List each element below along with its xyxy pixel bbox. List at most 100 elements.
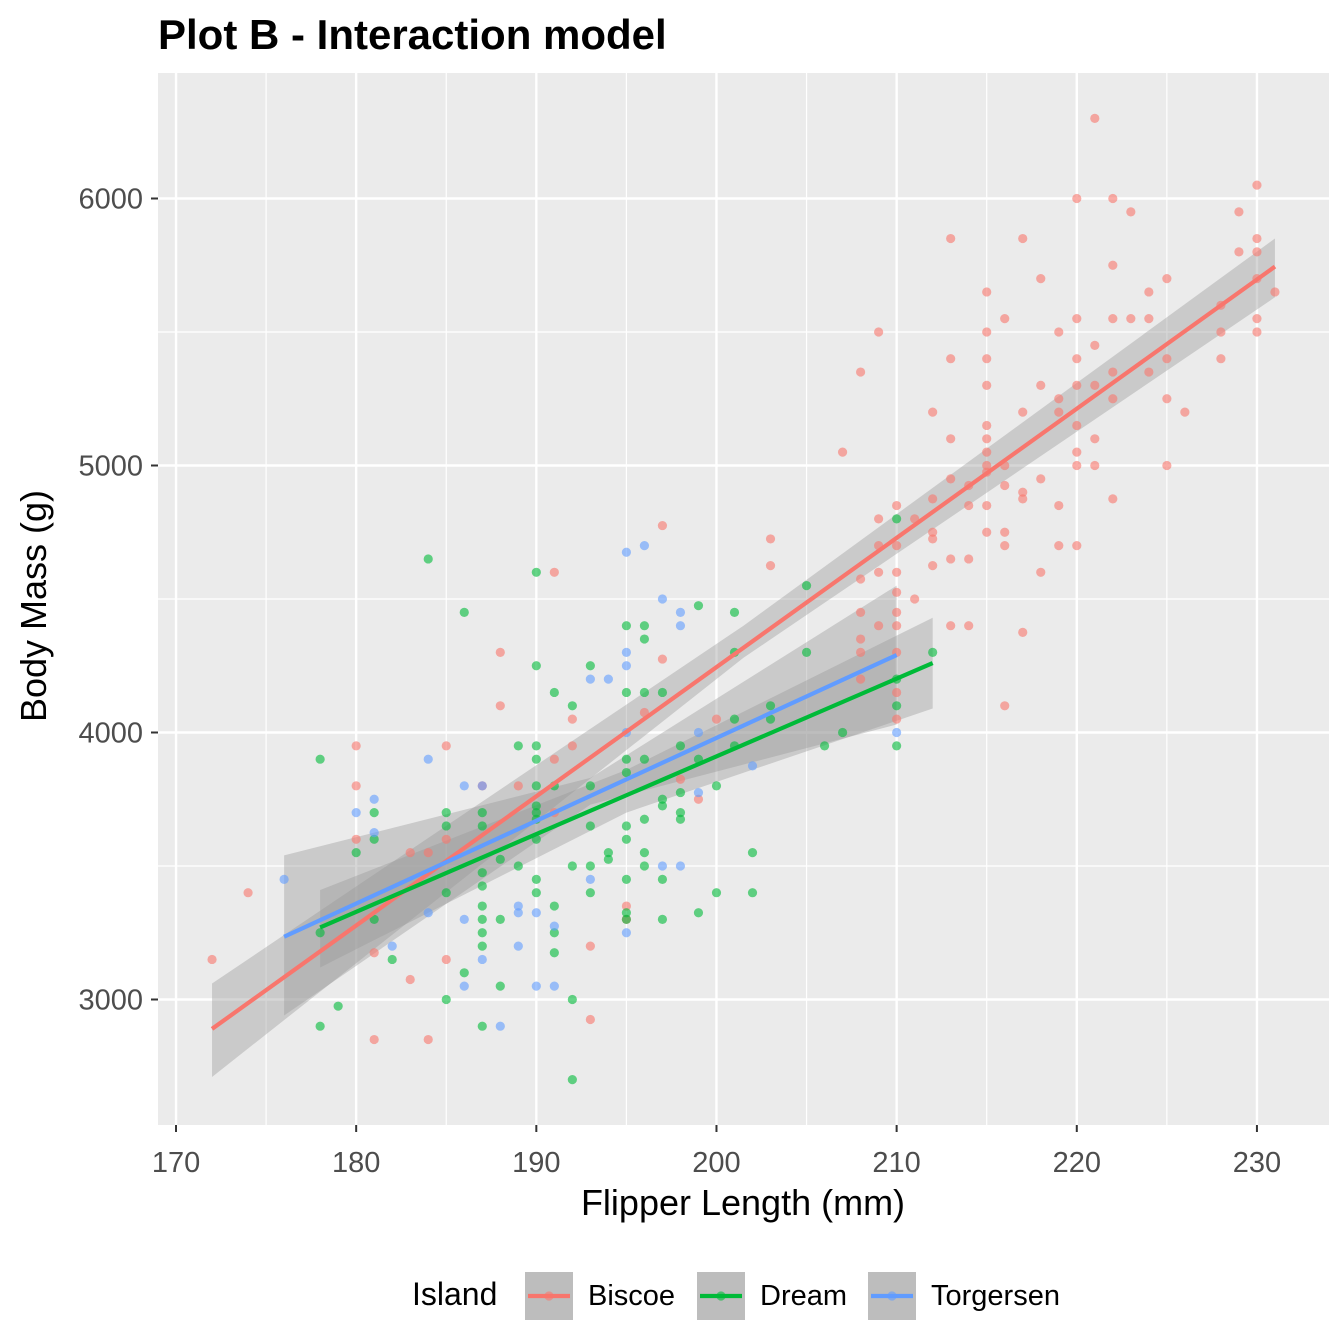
data-point-biscoe (423, 1034, 433, 1045)
data-point-dream (621, 821, 632, 831)
data-point-biscoe (1018, 627, 1028, 637)
data-point-biscoe (892, 687, 902, 698)
data-point-dream (567, 701, 577, 711)
confidence-band-dream (320, 617, 933, 968)
data-point-dream (495, 914, 505, 925)
data-point-dream (621, 874, 632, 884)
data-point-biscoe (1252, 247, 1262, 257)
x-axis: 170 180 190 200 210 220 230 (152, 1125, 1281, 1179)
data-point-dream (549, 687, 559, 698)
data-point-dream (892, 701, 902, 711)
data-point-torgersen (477, 954, 487, 965)
data-point-torgersen (531, 981, 541, 991)
data-point-biscoe (1108, 367, 1118, 377)
data-point-torgersen (387, 941, 397, 951)
data-point-biscoe (1018, 487, 1028, 497)
data-point-biscoe (1126, 314, 1136, 324)
data-point-biscoe (1252, 233, 1262, 244)
data-point-torgersen (513, 901, 523, 911)
confidence-band-torgersen (284, 585, 897, 1016)
data-point-biscoe (1108, 394, 1118, 404)
data-point-dream (441, 994, 451, 1005)
data-point-biscoe (513, 781, 523, 791)
data-point-biscoe (351, 834, 361, 844)
data-point-biscoe (1162, 394, 1172, 404)
data-point-dream (657, 874, 668, 884)
data-point-torgersen (621, 661, 632, 671)
data-point-biscoe (495, 701, 505, 711)
data-point-dream (585, 861, 595, 871)
data-point-biscoe (1234, 247, 1244, 257)
data-point-dream (333, 1001, 343, 1011)
data-point-dream (675, 787, 686, 798)
data-point-biscoe (1162, 460, 1172, 471)
data-point-torgersen (585, 674, 595, 684)
data-point-dream (639, 621, 650, 631)
chart-title: Plot B - Interaction model (158, 11, 667, 58)
data-point-biscoe (1000, 701, 1010, 711)
data-point-biscoe (1000, 540, 1010, 551)
data-point-dream (621, 914, 632, 925)
data-point-biscoe (1018, 407, 1028, 417)
data-point-torgersen (549, 981, 559, 991)
legend-point-biscoe (544, 1291, 554, 1301)
data-point-biscoe (946, 354, 956, 364)
x-tick-label: 190 (512, 1147, 560, 1179)
data-point-biscoe (1090, 380, 1100, 390)
data-point-torgersen (747, 761, 758, 771)
data-point-biscoe (1252, 180, 1262, 190)
x-tick-label: 230 (1233, 1147, 1281, 1179)
minor-gridlines (158, 73, 1329, 1125)
data-point-torgersen (693, 727, 704, 738)
data-point-torgersen (621, 928, 632, 938)
data-point-biscoe (369, 948, 379, 958)
x-tick-label: 180 (332, 1147, 380, 1179)
y-tick-label: 6000 (78, 183, 143, 215)
data-point-dream (657, 687, 668, 698)
data-point-biscoe (1072, 380, 1082, 390)
data-point-biscoe (946, 621, 956, 631)
legend: Island Biscoe Dream Torgersen (412, 1272, 1060, 1320)
data-point-biscoe (369, 1034, 379, 1045)
data-point-dream (531, 888, 541, 898)
data-point-dream (639, 754, 650, 764)
data-point-biscoe (243, 888, 253, 898)
data-point-torgersen (369, 794, 379, 804)
data-point-biscoe (1108, 193, 1118, 204)
regression-lines (210, 264, 1277, 1031)
data-point-biscoe (1144, 287, 1154, 297)
data-point-torgersen (621, 547, 632, 557)
data-point-dream (711, 781, 722, 791)
data-point-biscoe (549, 567, 559, 577)
legend-label-torgersen: Torgersen (931, 1280, 1060, 1312)
data-point-biscoe (765, 534, 776, 544)
data-point-biscoe (892, 714, 902, 724)
data-points (207, 113, 1280, 1085)
data-point-dream (351, 848, 361, 858)
x-tick-label: 170 (152, 1147, 200, 1179)
data-point-biscoe (928, 407, 938, 417)
data-point-biscoe (1162, 354, 1172, 364)
data-point-dream (531, 567, 541, 577)
data-point-biscoe (1090, 113, 1100, 123)
data-point-dream (729, 714, 740, 724)
data-point-biscoe (982, 434, 992, 444)
data-point-biscoe (928, 534, 938, 544)
data-point-biscoe (910, 594, 920, 604)
data-point-biscoe (1072, 447, 1082, 457)
x-tick-label: 200 (692, 1147, 740, 1179)
data-point-biscoe (892, 587, 902, 597)
data-point-biscoe (964, 621, 974, 631)
data-point-biscoe (1036, 380, 1046, 390)
data-point-biscoe (1252, 327, 1262, 337)
data-point-biscoe (982, 527, 992, 537)
data-point-torgersen (621, 647, 632, 658)
data-point-biscoe (585, 1014, 595, 1025)
data-point-dream (369, 808, 379, 818)
data-point-biscoe (946, 434, 956, 444)
data-point-biscoe (964, 500, 974, 511)
data-point-dream (765, 701, 776, 711)
data-point-dream (495, 854, 505, 864)
data-point-dream (531, 754, 541, 764)
data-point-dream (892, 514, 902, 524)
